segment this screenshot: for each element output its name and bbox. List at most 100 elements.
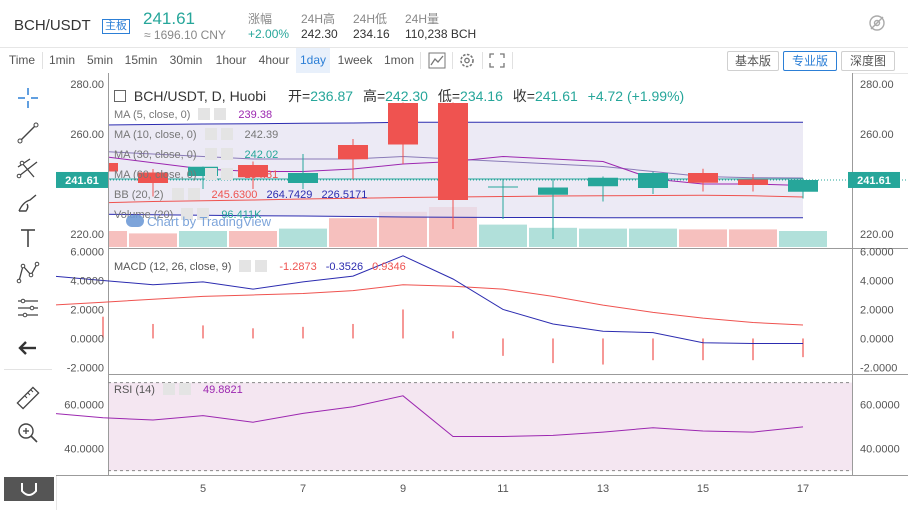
legend-volume-value: 96.411K: [221, 209, 262, 221]
tf-5min[interactable]: 5min: [86, 53, 113, 67]
toolbar-divider: [42, 52, 43, 69]
eye-slash-icon[interactable]: [868, 14, 886, 32]
measure-lines-icon[interactable]: [14, 295, 42, 321]
legend-buttons[interactable]: [204, 168, 239, 180]
brush-icon[interactable]: [14, 190, 42, 216]
price-tick-right: 220.00: [860, 229, 894, 241]
pro-version-button[interactable]: 专业版: [783, 51, 837, 71]
legend-buttons[interactable]: [171, 188, 206, 200]
fullscreen-icon[interactable]: [486, 51, 508, 70]
macd-tick-left: 0.0000: [70, 333, 104, 345]
tf-time[interactable]: Time: [8, 53, 36, 67]
high-label-ohlc: 高=: [362, 88, 386, 104]
bollinger-upper-line: [52, 121, 803, 126]
rsi-legend: RSI (14) 49.8821: [114, 383, 243, 396]
legend-buttons[interactable]: [181, 208, 216, 220]
rsi-label: RSI (14): [114, 384, 155, 396]
left-axis-bg: [56, 73, 108, 475]
candle-body: [538, 187, 568, 195]
cloud-icon: [126, 215, 144, 227]
magnet-tool[interactable]: [4, 477, 54, 501]
collapse-icon[interactable]: [114, 90, 126, 102]
tf-1week[interactable]: 1week: [337, 53, 373, 67]
zoom-in-icon[interactable]: [14, 420, 42, 446]
close-label-ohlc: 收=: [512, 88, 535, 104]
tf-15min[interactable]: 15min: [124, 53, 158, 67]
trend-line-icon[interactable]: [14, 120, 42, 146]
pitchfork-icon[interactable]: [14, 155, 42, 181]
price-tag-left-text: 241.61: [65, 175, 99, 187]
volume-value: 110,238 BCH: [405, 27, 477, 41]
chart-canvas[interactable]: 280.00 280.00 260.00 260.00 220.00 220.00 6.00…: [29, 73, 908, 510]
legend-buttons[interactable]: [204, 148, 239, 160]
change-label: 涨幅: [248, 12, 273, 26]
tf-4hour[interactable]: 4hour: [258, 53, 290, 67]
price-tick-right: 280.00: [860, 79, 894, 91]
tf-1min[interactable]: 1min: [48, 53, 75, 67]
ruler-icon[interactable]: [14, 385, 42, 411]
last-price: 241.61: [143, 9, 195, 28]
drawing-toolbar: [0, 73, 57, 510]
legend-ma10-value: 242.39: [244, 129, 279, 141]
chart-style-icon[interactable]: [426, 51, 448, 70]
tf-1hour[interactable]: 1hour: [215, 53, 247, 67]
rsi-tick-left: 60.0000: [64, 400, 104, 412]
ma5-line: [52, 151, 804, 186]
chart-area[interactable]: 280.00 280.00 260.00 260.00 220.00 220.00 6.00…: [29, 73, 908, 510]
crosshair-icon[interactable]: [14, 85, 42, 111]
toolbar-divider: [452, 52, 453, 69]
legend-ma30: MA (30, close, 0) 242.02: [114, 148, 278, 161]
macd-signal-value: 0.9346: [372, 261, 406, 273]
macd-legend: MACD (12, 26, close, 9) -1.2873 -0.3526 0…: [114, 260, 406, 273]
open-value: 236.87: [310, 88, 354, 104]
candle-body: [288, 173, 318, 183]
price-tag-right: [848, 171, 900, 188]
candle-body: [238, 165, 268, 178]
candle-body: [638, 173, 668, 188]
volume-label: 24H量: [405, 12, 440, 26]
legend-buttons[interactable]: [239, 260, 274, 272]
legend-ma30-label: MA (30, close, 0): [114, 149, 197, 161]
low-value: 234.16: [353, 27, 390, 41]
macd-label: MACD (12, 26, close, 9): [114, 261, 232, 273]
low-label-ohlc: 低=: [437, 88, 461, 104]
text-icon[interactable]: [14, 225, 42, 251]
time-tick: 7: [300, 483, 306, 495]
watermark-text: Chart by TradingView: [147, 214, 272, 229]
bollinger-lower-line: [52, 213, 803, 219]
legend-ma60-value: 234.81: [244, 169, 279, 181]
candle-body: [388, 103, 418, 145]
change-value: +2.00%: [248, 27, 290, 41]
price-tag-right-text: 241.61: [857, 175, 891, 187]
symbol-name[interactable]: BCH/USDT: [14, 17, 91, 34]
ma60-line: [52, 194, 804, 205]
macd-signal-line: [52, 284, 804, 326]
basic-version-button[interactable]: 基本版: [727, 51, 779, 71]
time-tick: 9: [400, 483, 406, 495]
volume-bar: [479, 224, 527, 247]
cny-price: ≈ 1696.10 CNY: [144, 28, 226, 42]
volume-bar: [679, 229, 727, 247]
candle-body: [788, 180, 818, 192]
legend-ma30-value: 242.02: [244, 149, 279, 161]
tradingview-watermark[interactable]: Chart by TradingView: [126, 214, 271, 229]
time-tick: 17: [797, 483, 809, 495]
legend-buttons[interactable]: [204, 128, 239, 140]
bollinger-band-fill: [53, 122, 803, 218]
legend-buttons[interactable]: [198, 108, 233, 120]
tf-30min[interactable]: 30min: [169, 53, 203, 67]
legend-bb-upper: 264.7429: [266, 189, 313, 201]
macd-hist-value: -1.2873: [279, 261, 317, 273]
open-label: 开=: [288, 88, 311, 104]
settings-icon[interactable]: [456, 51, 478, 70]
legend-buttons[interactable]: [162, 383, 197, 395]
depth-chart-button[interactable]: 深度图: [841, 51, 895, 71]
back-arrow-icon[interactable]: [14, 335, 42, 361]
macd-tick-left: -2.0000: [67, 362, 104, 374]
pattern-icon[interactable]: [14, 260, 42, 286]
volume-bar: [629, 228, 677, 247]
magnet-icon: [21, 483, 37, 496]
tf-1day[interactable]: 1day: [296, 48, 330, 73]
tf-1mon[interactable]: 1mon: [383, 53, 415, 67]
legend-bb: BB (20, 2) 245.6300 264.7429 226.5171: [114, 188, 367, 201]
